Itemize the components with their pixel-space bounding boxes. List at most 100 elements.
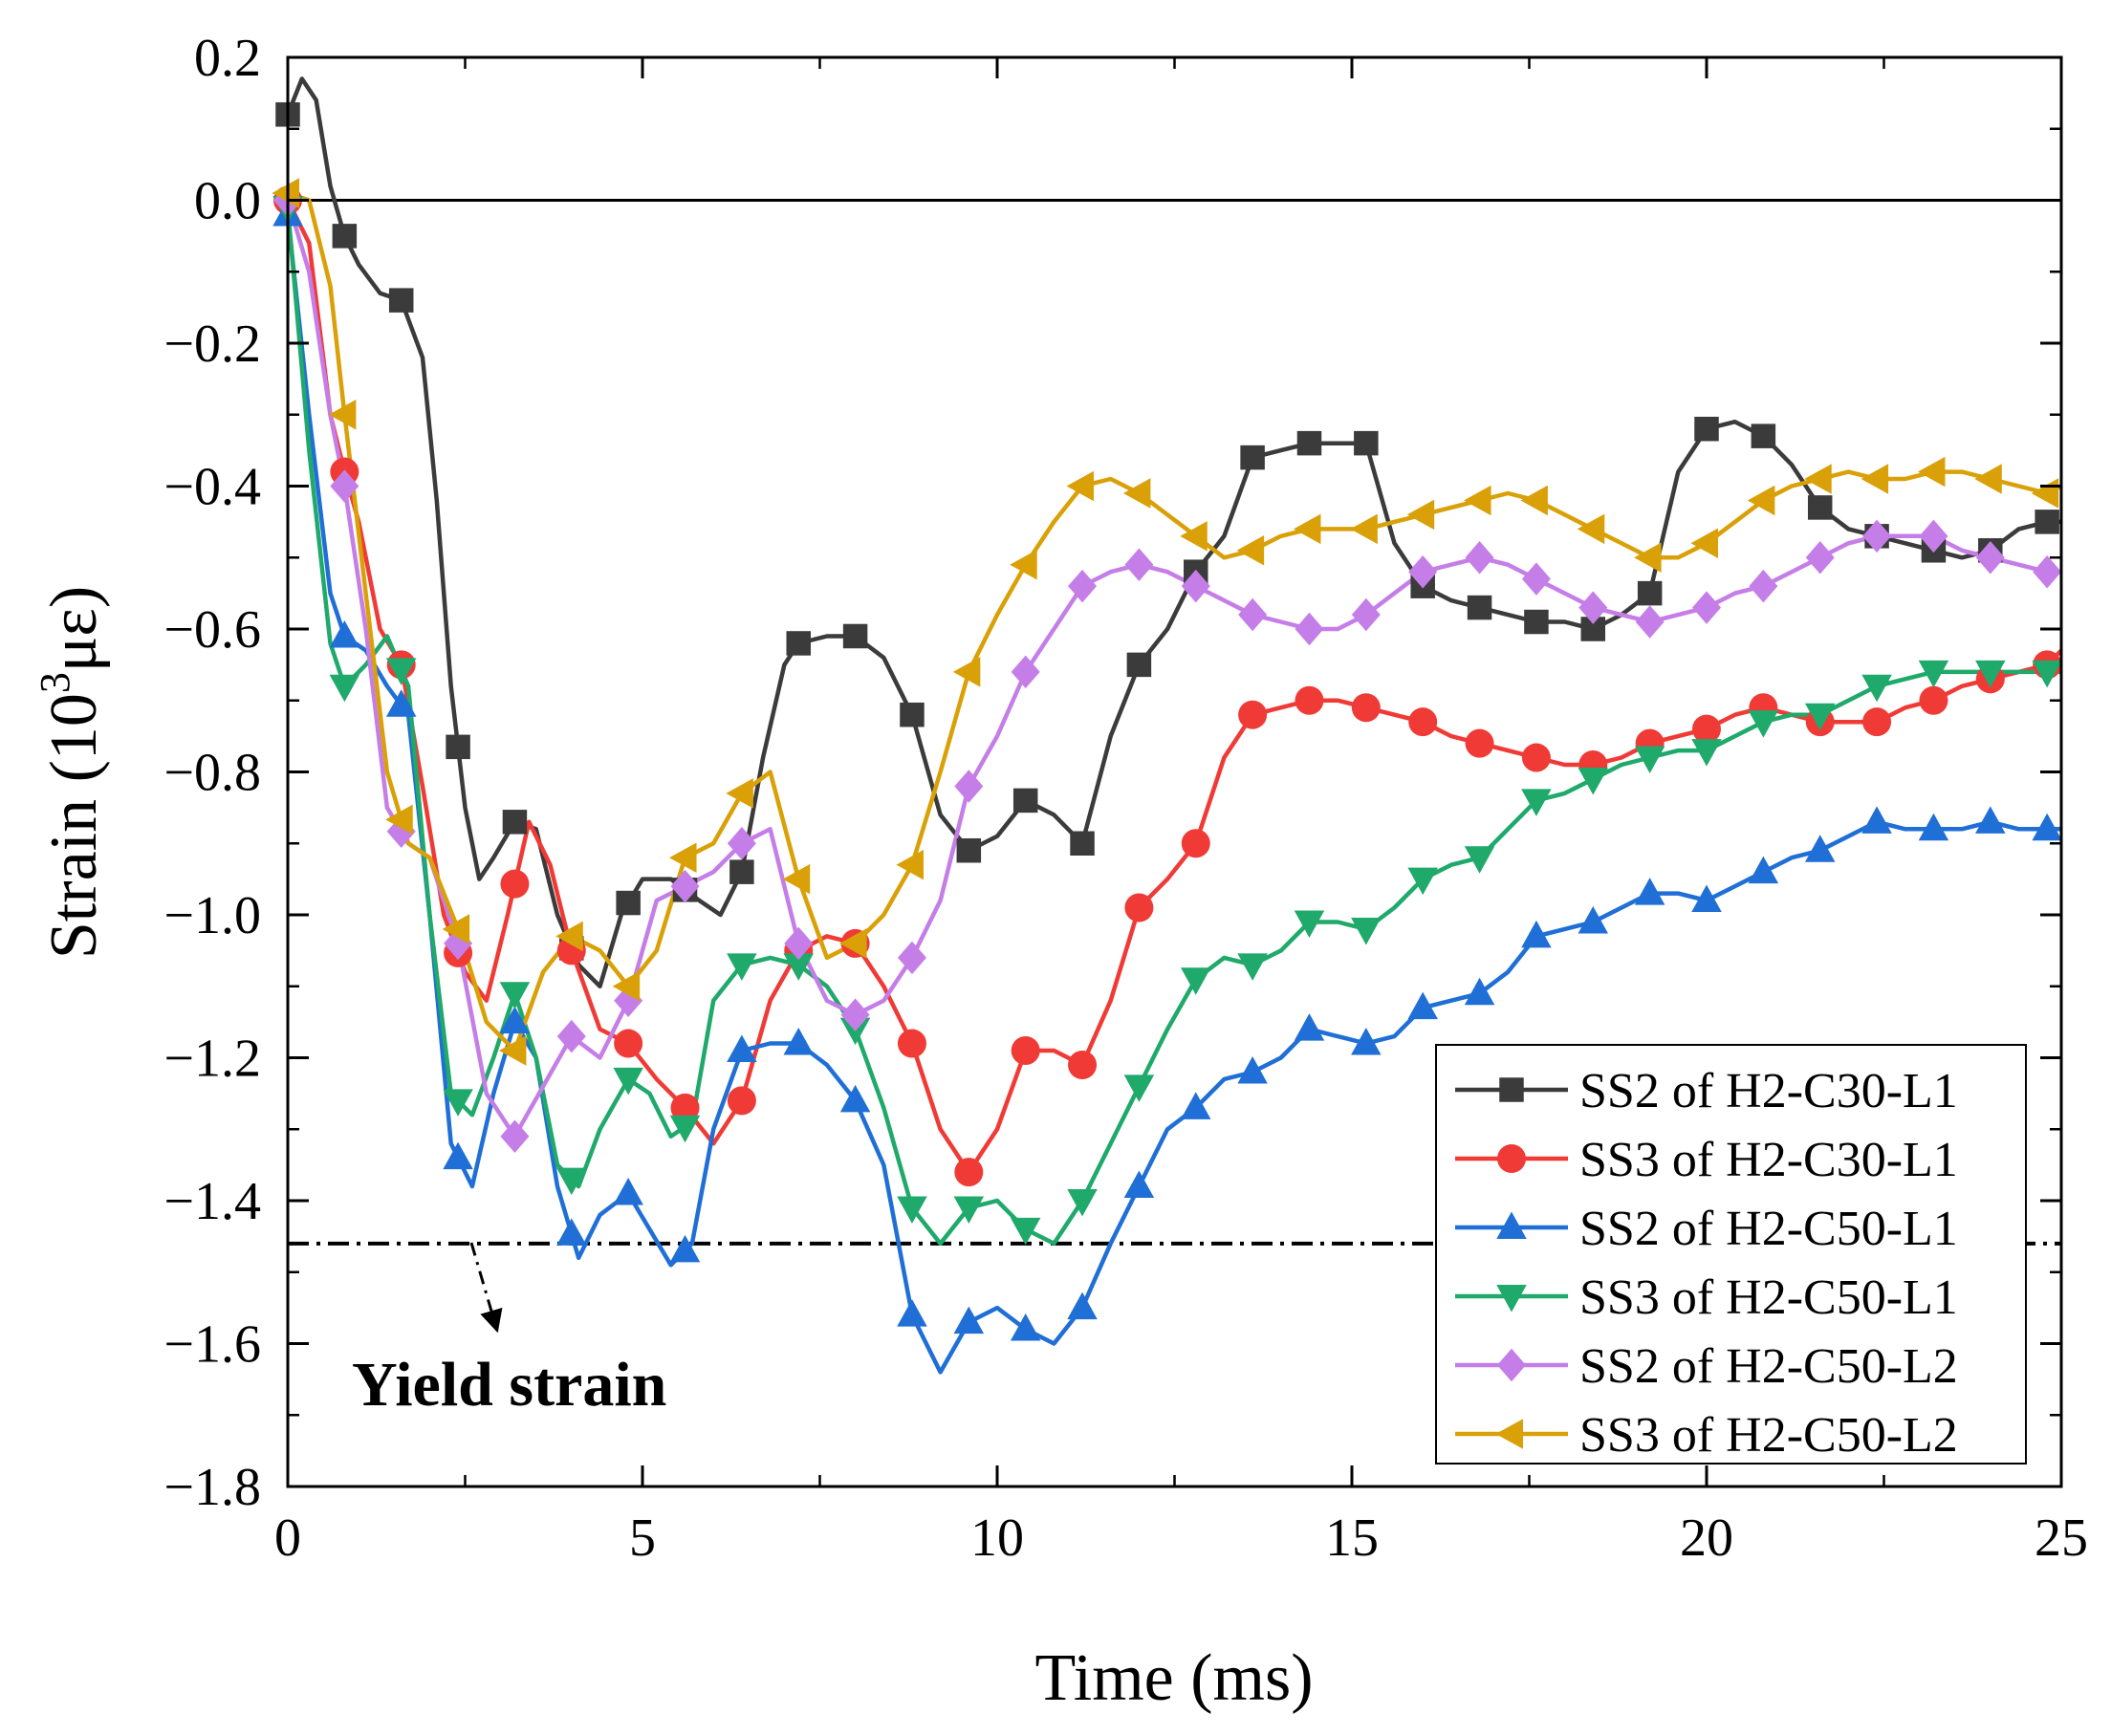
series-4-marker-8 xyxy=(669,1115,701,1143)
legend-label-3: SS2 of H2-C50-L1 xyxy=(1579,1202,1958,1256)
series-1-marker-2 xyxy=(332,224,358,249)
series-4-marker-9 xyxy=(727,953,757,981)
series-2-marker-18 xyxy=(1238,700,1268,729)
series-2-marker-16 xyxy=(1124,893,1154,922)
series-6-marker-31 xyxy=(1974,464,2002,494)
series-3-marker-19 xyxy=(1294,1013,1325,1041)
series-1-marker-5 xyxy=(502,810,528,835)
x-axis-title: Time (ms) xyxy=(1034,1641,1313,1715)
series-6-marker-29 xyxy=(1861,464,1889,494)
series-5-marker-24 xyxy=(1578,591,1608,624)
series-1-marker-16 xyxy=(1126,652,1152,678)
series-3-marker-10 xyxy=(783,1028,814,1055)
series-6-marker-14 xyxy=(1010,549,1037,580)
series-6-marker-4 xyxy=(442,914,470,944)
series-6-marker-19 xyxy=(1293,513,1321,545)
series-5-marker-10 xyxy=(784,926,814,961)
series-3-marker-31 xyxy=(1975,806,2006,834)
series-1-marker-26 xyxy=(1694,416,1719,442)
series-3-marker-14 xyxy=(1010,1313,1041,1341)
series-2-marker-30 xyxy=(1919,685,1948,715)
series-2-marker-17 xyxy=(1181,829,1210,858)
legend-label-6: SS3 of H2-C50-L2 xyxy=(1579,1408,1958,1463)
series-3-marker-24 xyxy=(1578,905,1609,934)
series-2-marker-9 xyxy=(727,1086,756,1116)
x-axis-ticks: 0 5 10 15 20 25 xyxy=(274,57,2088,1568)
series-5-marker-19 xyxy=(1295,612,1324,646)
series-3-marker-27 xyxy=(1748,856,1779,884)
series-5-marker-31 xyxy=(1975,541,2005,575)
series-4-marker-28 xyxy=(1804,703,1836,731)
series-6-marker-7 xyxy=(612,971,641,1002)
x-tick-label-1: 5 xyxy=(629,1508,656,1568)
legend-marker-6 xyxy=(1495,1419,1523,1449)
series-2-marker-26 xyxy=(1692,714,1721,744)
series-3-marker-8 xyxy=(669,1234,701,1263)
y-tick-label-9: −1.6 xyxy=(163,1315,261,1375)
legend-label-2: SS3 of H2-C30-L1 xyxy=(1579,1133,1958,1187)
series-1-marker-4 xyxy=(446,734,470,760)
series-5-marker-30 xyxy=(1919,519,1948,553)
series-4-marker-21 xyxy=(1407,867,1438,896)
series-4-marker-17 xyxy=(1181,967,1211,995)
legend-marker-4 xyxy=(1496,1285,1527,1313)
yield-strain-annotation: Yield strain xyxy=(352,1242,666,1420)
series-2-marker-29 xyxy=(1862,707,1892,737)
series-4-marker-22 xyxy=(1464,846,1495,874)
series-4-marker-20 xyxy=(1351,917,1382,945)
series-3-marker-22 xyxy=(1464,977,1495,1006)
series-6-marker-6 xyxy=(555,921,583,952)
y-tick-label-3: −0.4 xyxy=(163,458,261,517)
series-3-marker-20 xyxy=(1351,1028,1382,1055)
y-tick-label-5: −0.8 xyxy=(163,744,261,803)
series-2-marker-7 xyxy=(614,1029,643,1058)
series-3-marker-23 xyxy=(1521,920,1552,948)
series-4-marker-13 xyxy=(953,1196,985,1224)
series-5-marker-11 xyxy=(840,998,870,1031)
series-1-marker-22 xyxy=(1467,595,1492,620)
series-4-marker-23 xyxy=(1521,789,1552,816)
series-5-marker-5 xyxy=(500,1119,530,1153)
legend: SS2 of H2-C30-L1 SS3 of H2-C30-L1 SS2 of H… xyxy=(1435,1044,2027,1465)
series-5-marker-29 xyxy=(1862,519,1892,553)
series-5-marker-20 xyxy=(1351,597,1381,632)
series-2-marker-14 xyxy=(1011,1036,1040,1066)
series-line-1 xyxy=(288,76,2061,989)
y-tick-label-7: −1.2 xyxy=(163,1030,261,1089)
series-3-marker-29 xyxy=(1861,806,1892,834)
series-1-marker-28 xyxy=(1807,495,1833,520)
y-tick-label-4: −0.6 xyxy=(163,600,261,660)
series-4-marker-5 xyxy=(499,982,531,1009)
series-5-marker-26 xyxy=(1692,591,1721,624)
x-tick-label-2: 10 xyxy=(970,1508,1024,1568)
series-6-marker-30 xyxy=(1917,456,1946,488)
series-5-marker-8 xyxy=(670,869,700,903)
series-5-marker-9 xyxy=(727,827,756,860)
series-6-marker-11 xyxy=(839,928,867,959)
series-4-marker-32 xyxy=(2032,660,2062,688)
series-4-marker-3 xyxy=(385,658,417,685)
series-1-marker-15 xyxy=(1070,831,1095,856)
series-1-marker-23 xyxy=(1524,609,1549,635)
legend-marker-1 xyxy=(1499,1077,1524,1102)
y-tick-label-2: −0.2 xyxy=(163,315,261,374)
y-tick-label-8: −1.4 xyxy=(163,1172,261,1231)
legend-marker-3 xyxy=(1496,1211,1527,1239)
series-6-marker-26 xyxy=(1690,528,1718,559)
series-1-marker-13 xyxy=(956,837,982,863)
series-6-marker-24 xyxy=(1577,513,1605,545)
series-5-marker-2 xyxy=(330,469,359,503)
y-axis-title: Strain (103με) xyxy=(32,586,111,959)
series-3-marker-13 xyxy=(953,1306,985,1335)
y-tick-label-0: 0.2 xyxy=(194,29,261,88)
series-4-marker-10 xyxy=(783,953,814,981)
series-3-marker-7 xyxy=(613,1178,643,1205)
series-5-marker-27 xyxy=(1749,569,1778,603)
series-5-marker-23 xyxy=(1521,562,1551,596)
series-6-marker-18 xyxy=(1236,535,1265,566)
series-4-marker-29 xyxy=(1861,674,1892,703)
series-4-marker-30 xyxy=(1918,660,1949,688)
series-4-marker-18 xyxy=(1237,953,1268,981)
series-4-marker-7 xyxy=(613,1067,643,1096)
